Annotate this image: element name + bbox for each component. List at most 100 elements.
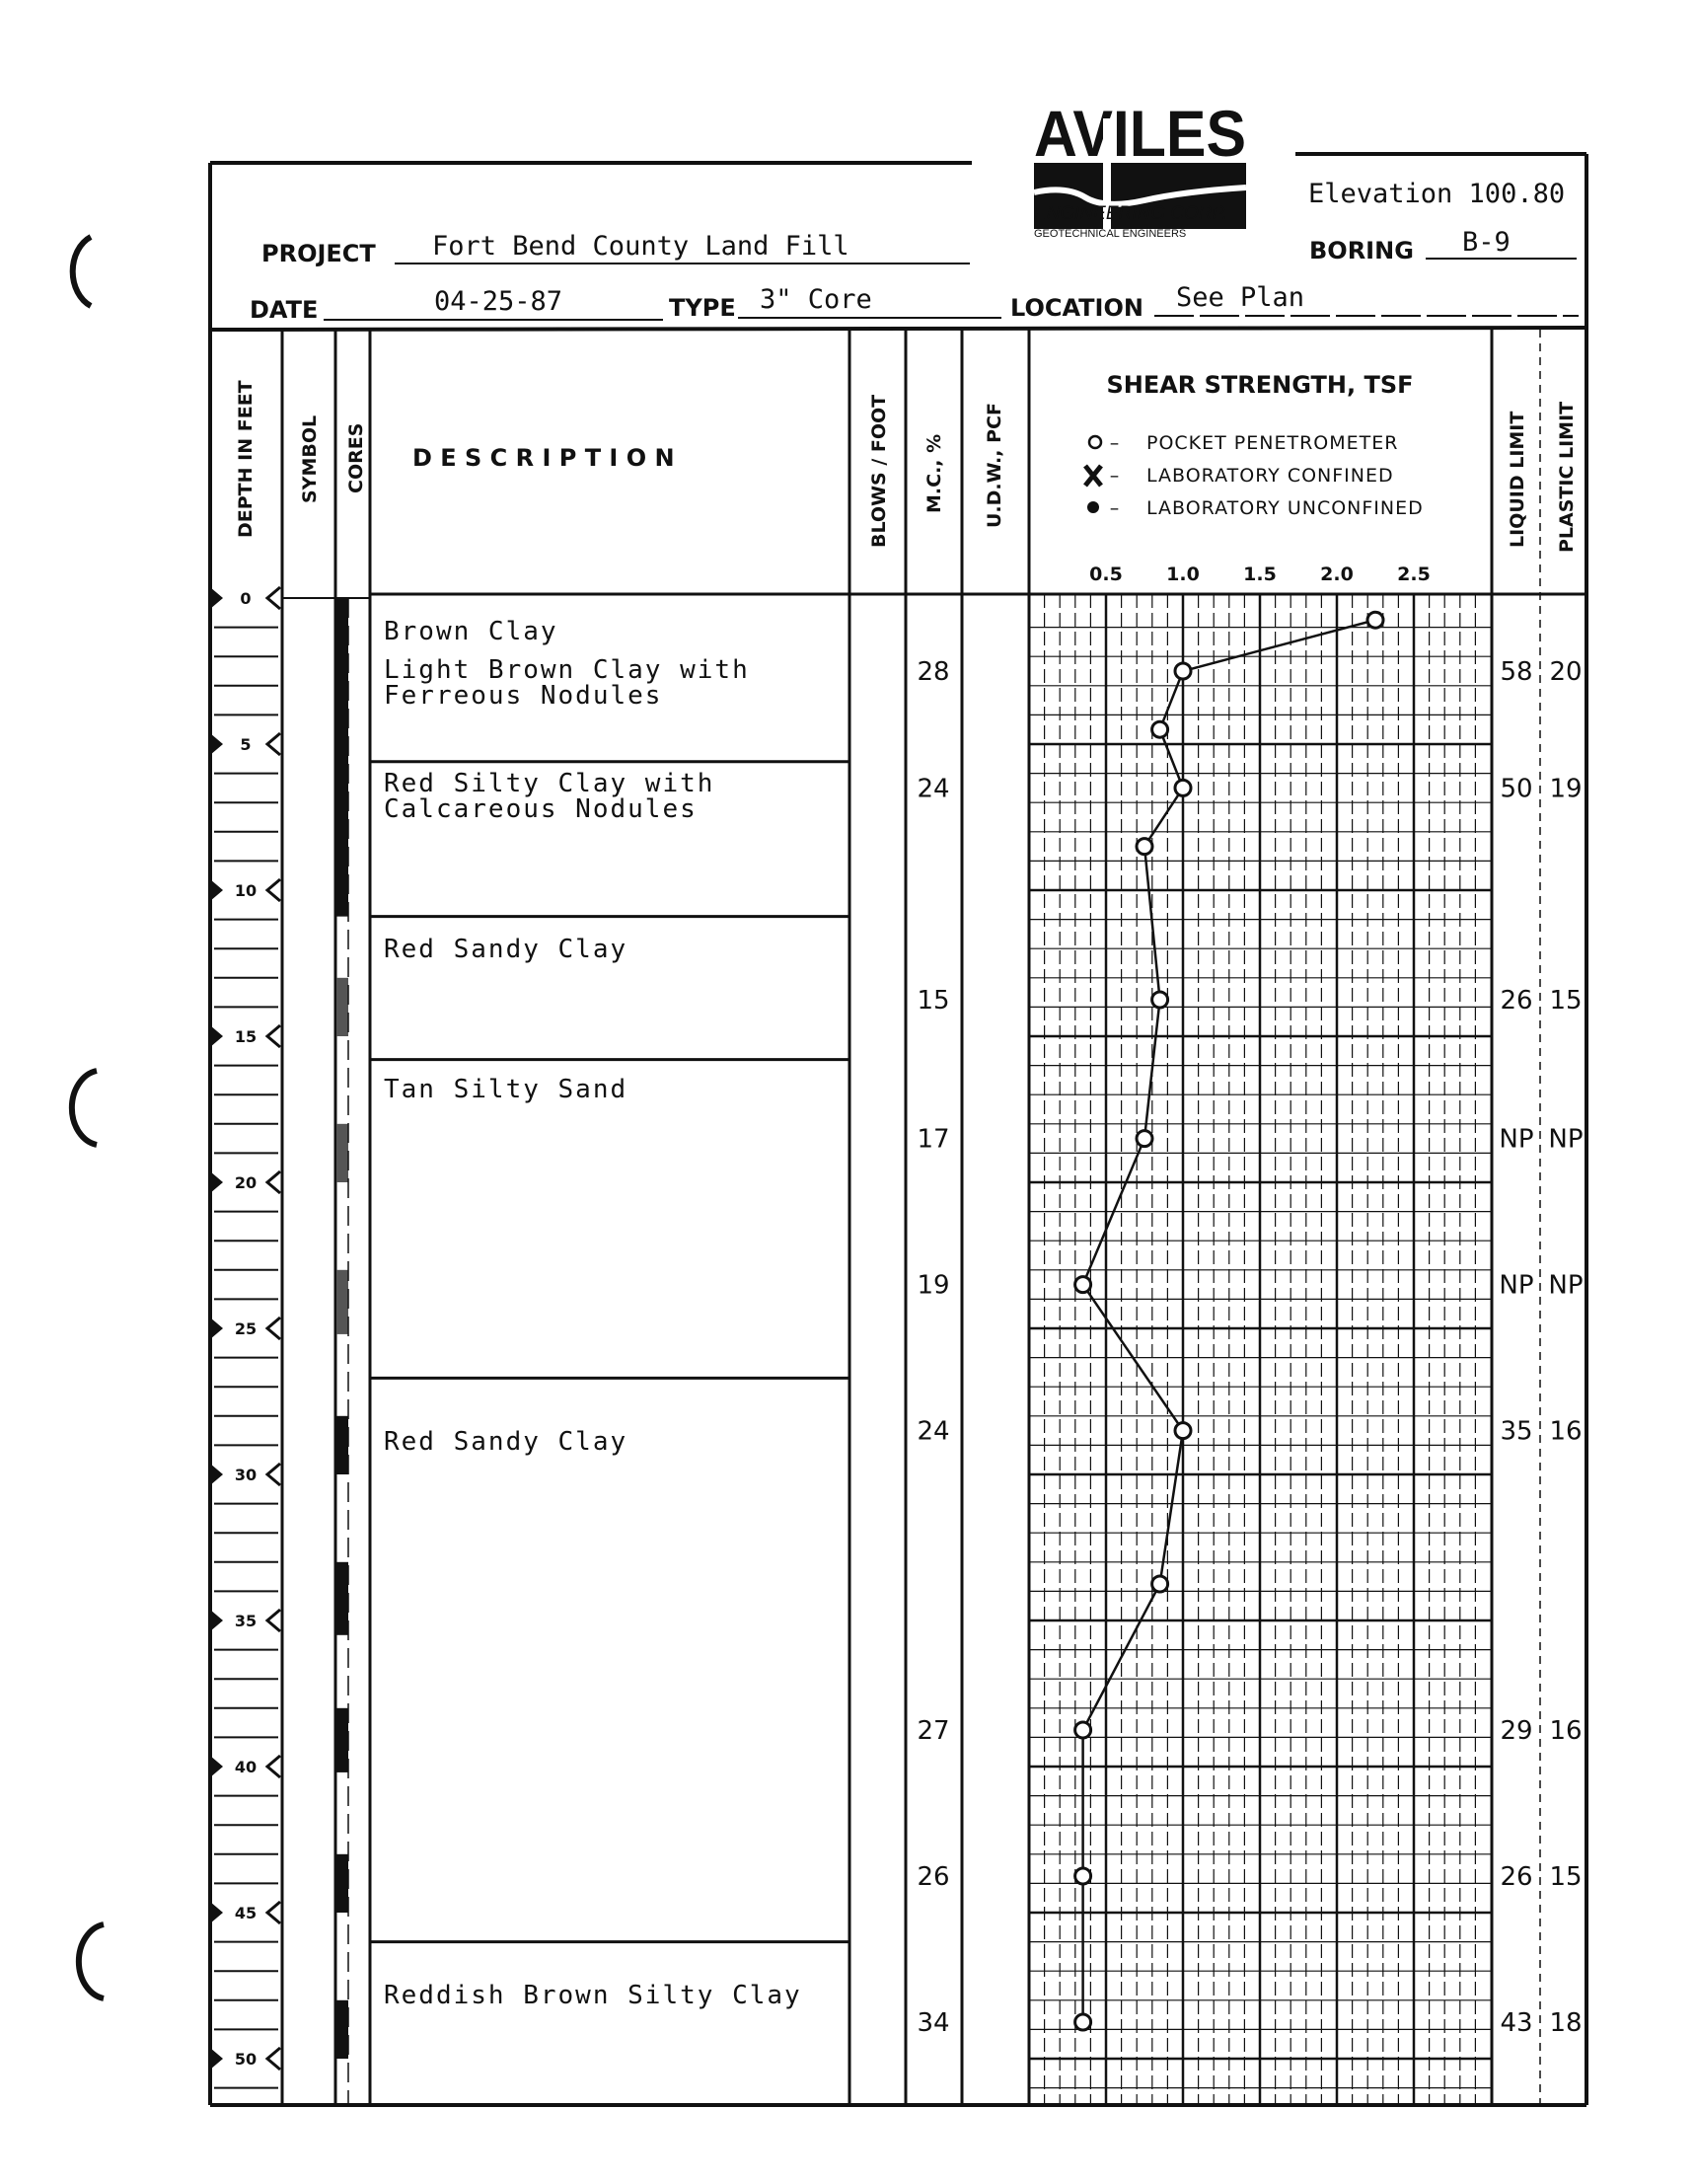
legend-item-lab-confined: LABORATORY CONFINED (1146, 465, 1394, 487)
liquid-limit-value: 35 (1500, 1417, 1532, 1447)
legend-open-circle-icon (1087, 434, 1103, 450)
stratum-description: Light Brown Clay with (384, 655, 750, 685)
column-header-mc: M.C., % (923, 434, 945, 513)
depth-marker-right-arrow-icon (210, 879, 223, 901)
logo-wordmark: AVILES (1034, 97, 1246, 170)
legend-item-lab-unconfined: LABORATORY UNCONFINED (1146, 497, 1424, 519)
stratum-description: Reddish Brown Silty Clay (384, 1981, 802, 2010)
plastic-limit-value: 18 (1549, 2008, 1582, 2038)
core-sample (336, 1707, 348, 1772)
pocket-penetrometer-point (1135, 1129, 1154, 1149)
plastic-limit-value: NP (1548, 1125, 1583, 1155)
stratum-description: Red Sandy Clay (384, 1427, 627, 1457)
depth-marker-right-arrow-icon (210, 733, 223, 755)
depth-label: 0 (240, 589, 251, 608)
pocket-penetrometer-point (1073, 1275, 1093, 1295)
pocket-penetrometer-point (1135, 837, 1154, 857)
x-tick-label: 0.5 (1089, 564, 1123, 585)
svg-text:–: – (1110, 465, 1121, 487)
column-header-symbol: SYMBOL (299, 415, 321, 503)
binder-hole-icon (75, 1921, 105, 2001)
svg-text:–: – (1110, 432, 1121, 454)
type-label: TYPE (669, 294, 736, 322)
x-tick-label: 2.5 (1397, 564, 1431, 585)
depth-marker-left-arrow-icon (264, 1608, 281, 1633)
moisture-content-value: 15 (917, 986, 949, 1016)
chart-legend: POCKET PENETROMETER LABORATORY CONFINED … (1083, 432, 1424, 519)
depth-marker-left-arrow-icon (264, 731, 281, 757)
svg-text:–: – (1110, 497, 1121, 519)
column-header-cores: CORES (345, 423, 367, 493)
liquid-limit-value: 26 (1500, 986, 1532, 1016)
depth-label: 40 (235, 1758, 257, 1776)
column-header-plastic-limit: PLASTIC LIMIT (1556, 402, 1578, 553)
depth-label: 35 (235, 1612, 257, 1630)
column-header-blows: BLOWS / FOOT (868, 395, 890, 548)
chart-title: SHEAR STRENGTH, TSF (1106, 371, 1413, 399)
stratum-description: Ferreous Nodules (384, 681, 662, 711)
pocket-penetrometer-point (1150, 1574, 1170, 1594)
core-sample (336, 1999, 348, 2059)
pocket-penetrometer-point (1073, 1720, 1093, 1740)
column-header-liquid-limit: LIQUID LIMIT (1507, 412, 1528, 548)
column-header-depth: DEPTH IN FEET (235, 380, 257, 538)
depth-marker-left-arrow-icon (264, 1023, 281, 1049)
moisture-content-value: 24 (917, 774, 949, 803)
core-sample (336, 1853, 348, 1913)
form-frame (208, 152, 1588, 2107)
column-dividers (280, 330, 1586, 2105)
column-header-description: D E S C R I P T I O N (412, 444, 675, 472)
depth-marker-right-arrow-icon (210, 587, 223, 609)
plastic-limit-value: 20 (1549, 657, 1582, 687)
date-label: DATE (250, 296, 318, 324)
aviles-logo: AVILES ENGINEERING CORP. GEOTECHNICAL EN… (1033, 97, 1247, 240)
stratum-description: Calcareous Nodules (384, 794, 698, 824)
liquid-limit-value: NP (1499, 1271, 1533, 1301)
date-value: 04-25-87 (434, 286, 562, 317)
plastic-limit-value: NP (1548, 1271, 1583, 1301)
pocket-penetrometer-point (1365, 610, 1385, 630)
core-sample (336, 1269, 348, 1334)
location-label: LOCATION (1010, 294, 1143, 322)
pocket-penetrometer-point (1150, 990, 1170, 1010)
legend-x-icon (1083, 464, 1103, 488)
plastic-limit-value: 19 (1549, 774, 1582, 803)
project-value: Fort Bend County Land Fill (432, 231, 849, 262)
depth-marker-left-arrow-icon (264, 1900, 281, 1925)
moisture-content-value: 24 (917, 1417, 949, 1447)
liquid-limit-value: 29 (1500, 1716, 1532, 1746)
pocket-penetrometer-point (1073, 2012, 1093, 2032)
stratum-description: Red Silty Clay with (384, 769, 714, 798)
liquid-limit-value: 26 (1500, 1862, 1532, 1892)
binder-hole-icon (69, 234, 93, 309)
depth-marker-left-arrow-icon (264, 877, 281, 903)
pocket-penetrometer-point (1150, 719, 1170, 739)
legend-filled-circle-icon (1087, 501, 1099, 513)
depth-marker-right-arrow-icon (210, 1318, 223, 1339)
x-tick-label: 1.5 (1243, 564, 1277, 585)
moisture-content-value: 28 (917, 657, 949, 687)
depth-marker-right-arrow-icon (210, 1171, 223, 1193)
project-label: PROJECT (261, 240, 376, 267)
core-sample (336, 977, 348, 1036)
stratum-description: Red Sandy Clay (384, 935, 627, 964)
depth-marker-left-arrow-icon (264, 585, 281, 611)
liquid-limit-value: 58 (1500, 657, 1532, 687)
legend-item-pocket-penetrometer: POCKET PENETROMETER (1146, 432, 1398, 454)
type-value: 3" Core (760, 284, 872, 315)
pocket-penetrometer-point (1173, 778, 1193, 797)
plastic-limit-value: 16 (1549, 1716, 1582, 1746)
x-tick-label: 2.0 (1320, 564, 1354, 585)
stratum-description: Brown Clay (384, 617, 558, 646)
location-value: See Plan (1176, 282, 1304, 313)
pocket-penetrometer-point (1173, 1421, 1193, 1441)
plastic-limit-value: 15 (1549, 986, 1582, 1016)
boring-value: B-9 (1462, 227, 1511, 258)
depth-marker-left-arrow-icon (264, 2046, 281, 2071)
moisture-content-value: 19 (917, 1271, 949, 1301)
moisture-content-value: 17 (917, 1125, 949, 1155)
pocket-penetrometer-point (1173, 661, 1193, 681)
plastic-limit-value: 15 (1549, 1862, 1582, 1892)
logo-line1: ENGINEERING CORP. (1034, 203, 1227, 224)
